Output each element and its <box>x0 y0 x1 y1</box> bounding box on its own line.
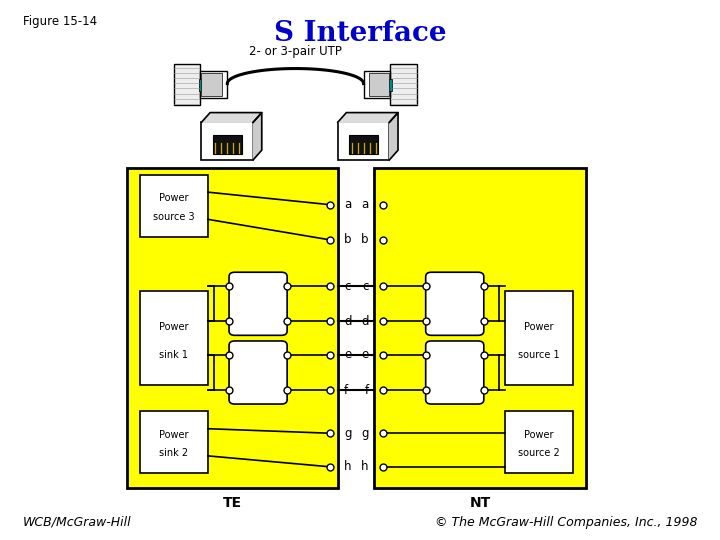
Bar <box>364 71 390 98</box>
Text: TE: TE <box>223 496 242 510</box>
Bar <box>369 73 390 96</box>
FancyBboxPatch shape <box>229 272 287 335</box>
Text: Power: Power <box>159 193 189 204</box>
Text: Figure 15-14: Figure 15-14 <box>23 15 97 28</box>
Text: g: g <box>361 427 369 440</box>
Polygon shape <box>390 113 398 160</box>
Text: source 2: source 2 <box>518 448 560 458</box>
Bar <box>385 79 392 91</box>
Bar <box>349 136 378 154</box>
Bar <box>505 291 573 385</box>
Text: WCB/McGraw-Hill: WCB/McGraw-Hill <box>23 516 132 529</box>
Text: d: d <box>361 315 369 328</box>
Bar <box>140 175 208 237</box>
Text: h: h <box>344 460 352 473</box>
Text: d: d <box>344 315 352 328</box>
Text: c: c <box>362 280 369 293</box>
Text: f: f <box>344 383 348 396</box>
Text: e: e <box>361 348 369 361</box>
Text: 2- or 3-pair UTP: 2- or 3-pair UTP <box>249 45 342 58</box>
Text: source 3: source 3 <box>153 212 194 222</box>
Polygon shape <box>202 113 262 122</box>
Text: g: g <box>344 427 352 440</box>
FancyBboxPatch shape <box>426 341 484 404</box>
Text: Power: Power <box>524 430 554 440</box>
Text: h: h <box>361 460 369 473</box>
Text: Power: Power <box>524 322 554 332</box>
Bar <box>202 73 222 96</box>
Text: NT: NT <box>469 496 491 510</box>
Bar <box>174 64 200 105</box>
Text: sink 2: sink 2 <box>159 448 189 458</box>
Text: e: e <box>344 348 351 361</box>
Bar <box>374 168 586 488</box>
Text: S Interface: S Interface <box>274 20 446 47</box>
Bar <box>140 411 208 473</box>
Text: Power: Power <box>159 322 189 332</box>
Text: Power: Power <box>159 430 189 440</box>
Bar <box>202 122 253 160</box>
Bar <box>200 71 228 98</box>
Text: b: b <box>344 233 352 246</box>
Bar <box>127 168 338 488</box>
Polygon shape <box>338 113 398 122</box>
Bar <box>390 64 418 105</box>
Text: © The McGraw-Hill Companies, Inc., 1998: © The McGraw-Hill Companies, Inc., 1998 <box>435 516 697 529</box>
Text: f: f <box>364 383 369 396</box>
Bar <box>140 291 208 385</box>
Bar <box>213 136 241 154</box>
FancyBboxPatch shape <box>426 272 484 335</box>
Text: source 1: source 1 <box>518 350 559 360</box>
Bar <box>199 79 206 91</box>
Bar <box>338 122 390 160</box>
Text: b: b <box>361 233 369 246</box>
Text: a: a <box>344 198 351 211</box>
Text: c: c <box>344 280 351 293</box>
Polygon shape <box>253 113 262 160</box>
Text: sink 1: sink 1 <box>159 350 189 360</box>
Text: a: a <box>361 198 369 211</box>
FancyBboxPatch shape <box>229 341 287 404</box>
Bar <box>505 411 573 473</box>
